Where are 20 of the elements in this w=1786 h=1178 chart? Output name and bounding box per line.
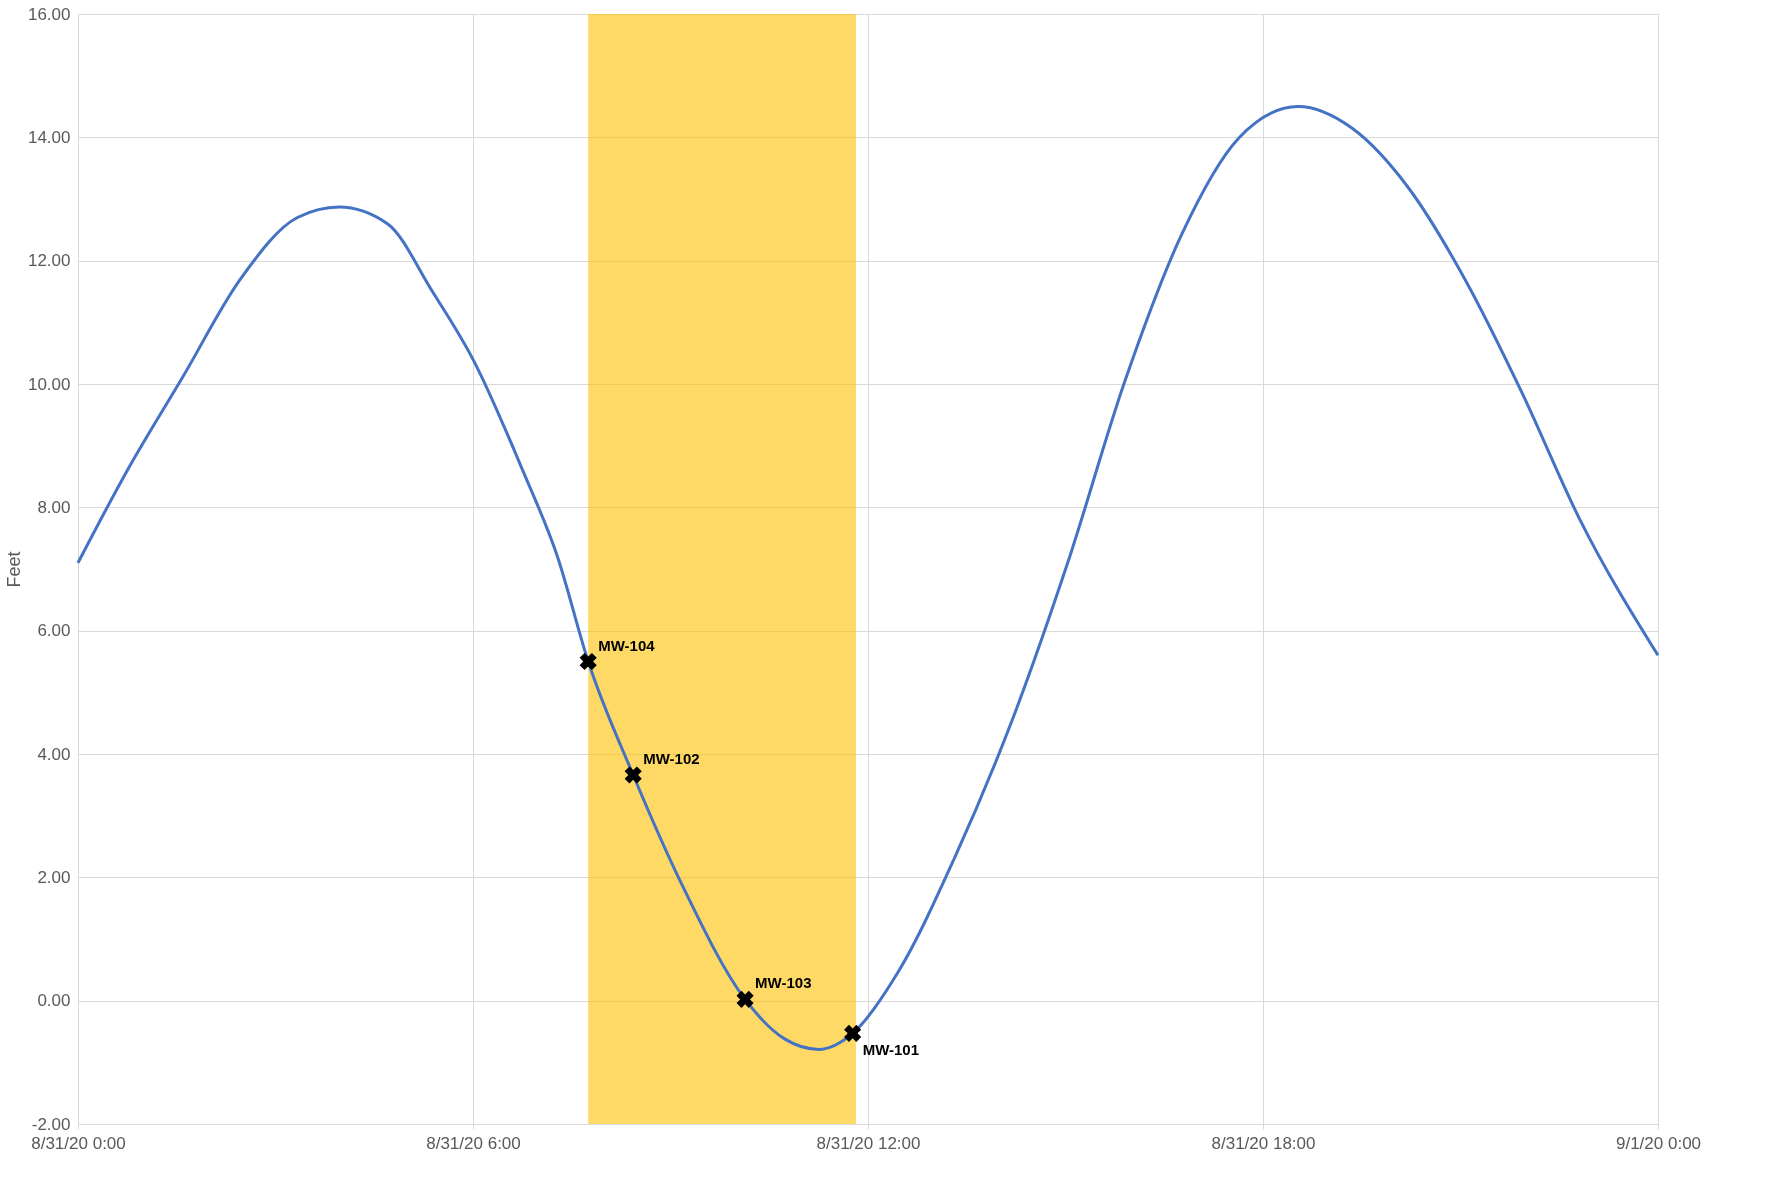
- y-tick-label: -2.00: [31, 1114, 71, 1134]
- y-tick-label: 6.00: [37, 621, 71, 641]
- y-tick-label: 4.00: [37, 744, 71, 764]
- annotation: MW-103: [755, 974, 812, 992]
- x-tick-label: 8/31/20 18:00: [1211, 1133, 1316, 1153]
- annotation: MW-102: [643, 749, 700, 767]
- x-tick-label: 9/1/20 0:00: [1615, 1133, 1702, 1153]
- x-tick-label: 8/31/20 6:00: [426, 1133, 521, 1153]
- annotation: MW-104: [598, 636, 656, 654]
- y-tick-label: 0.00: [37, 991, 71, 1011]
- y-tick-label: 10.00: [27, 374, 71, 394]
- x-tick-label: 8/31/20 0:00: [31, 1133, 126, 1153]
- annotation: MW-101: [862, 1041, 920, 1059]
- y-tick-label: 8.00: [37, 497, 71, 517]
- y-tick-label: 12.00: [27, 251, 71, 271]
- x-tick-label: 8/31/20 12:00: [816, 1133, 921, 1153]
- y-tick-label: 14.00: [27, 127, 71, 147]
- y-tick-label: 16.00: [27, 4, 71, 24]
- y-tick-label: 2.00: [37, 867, 71, 887]
- y-axis-title: Feet: [3, 551, 24, 588]
